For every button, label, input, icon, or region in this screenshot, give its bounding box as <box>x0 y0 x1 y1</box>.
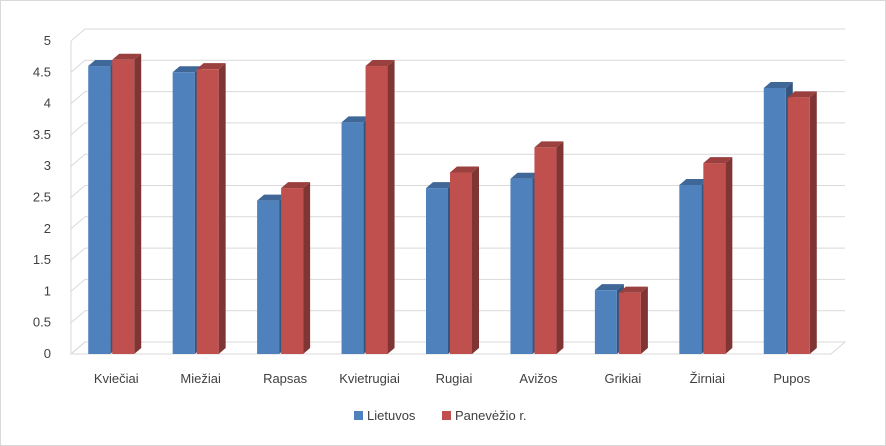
bar-top <box>703 157 733 164</box>
y-tick-label: 3 <box>44 158 51 173</box>
x-tick-label: Kvietrugiai <box>339 371 400 386</box>
x-tick-label: Rapsas <box>263 371 308 386</box>
y-tick-label: 0 <box>44 346 51 361</box>
bar-panevezio-2 <box>281 182 311 354</box>
bar-front <box>196 69 219 355</box>
bar-front <box>365 66 388 354</box>
y-tick-label: 2.5 <box>33 190 51 205</box>
legend-swatch <box>442 411 451 420</box>
gridline-diagonal <box>70 216 86 230</box>
bar-front <box>763 87 786 354</box>
bar-side <box>218 63 226 355</box>
legend-item: Panevėžio r. <box>442 408 527 423</box>
y-tick-label: 0.5 <box>33 315 51 330</box>
bar-front <box>257 200 280 354</box>
gridline-diagonal <box>70 185 86 198</box>
bar-front <box>88 66 111 354</box>
bar-side <box>640 286 648 354</box>
x-tick-label: Avižos <box>519 371 558 386</box>
gridline-diagonal <box>70 279 86 292</box>
bar-front <box>112 59 135 354</box>
legend: Lietuvos Panevėžio r. <box>354 408 527 423</box>
bar-side <box>134 53 142 354</box>
bar-panevezio-0 <box>112 53 142 354</box>
bars <box>88 53 817 355</box>
bar-top <box>196 63 226 70</box>
x-tick-label: Rugiai <box>436 371 473 386</box>
bar-front <box>703 163 726 354</box>
bar-front <box>281 188 304 354</box>
x-tick-label: Pupos <box>773 371 810 386</box>
bar-top <box>281 182 311 189</box>
gridline-diagonal <box>70 341 86 355</box>
bar-top <box>365 60 395 67</box>
bar-panevezio-3 <box>365 60 395 354</box>
bar-top <box>787 91 817 98</box>
bar-top <box>618 286 648 293</box>
bar-top <box>679 178 709 185</box>
y-tick-label: 1.5 <box>33 252 51 267</box>
y-axis: 0 0.5 1 1.5 2 2.5 3 3.5 4 4.5 5 <box>33 33 51 361</box>
bar-panevezio-8 <box>787 91 817 354</box>
y-tick-label: 5 <box>44 33 51 48</box>
bar-top <box>450 166 479 173</box>
bar-front <box>510 178 533 354</box>
legend-item: Lietuvos <box>354 408 416 423</box>
bar-front <box>450 172 472 354</box>
bar-panevezio-6 <box>618 286 648 354</box>
bar-front <box>426 188 448 354</box>
bar-top <box>172 66 202 73</box>
gridline-diagonal <box>70 59 86 73</box>
gridline-diagonal <box>70 247 86 261</box>
legend-label: Lietuvos <box>367 408 416 423</box>
x-tick-label: Grikiai <box>604 371 641 386</box>
y-tick-label: 4 <box>44 96 51 111</box>
y-tick-label: 1 <box>44 283 51 298</box>
bar-front <box>172 72 195 355</box>
y-tick-label: 2 <box>44 221 51 236</box>
bar-top <box>88 60 118 67</box>
legend-swatch <box>354 411 363 420</box>
gridline-diagonal <box>70 122 86 136</box>
gridline-diagonal <box>70 310 86 324</box>
bar-top <box>534 141 564 148</box>
gridline-diagonal <box>70 91 86 104</box>
y-tick-label: 4.5 <box>33 64 51 79</box>
bar-panevezio-1 <box>196 63 226 355</box>
x-tick-label: Miežiai <box>180 371 221 386</box>
bar-top <box>426 182 455 189</box>
bar-top <box>257 194 287 201</box>
bar-side <box>809 91 817 354</box>
bar-top <box>594 284 624 291</box>
gridline-diagonal <box>70 153 86 167</box>
bar-front <box>594 290 617 354</box>
gridline-diagonal <box>70 28 86 42</box>
y-tick-label: 3.5 <box>33 127 51 142</box>
bar-top <box>510 172 540 179</box>
bar-panevezio-4 <box>450 166 479 354</box>
bar-top <box>763 81 793 88</box>
bar-front <box>618 292 641 354</box>
x-tick-label: Žirniai <box>690 371 726 386</box>
bar-front <box>787 97 810 354</box>
bar-top <box>341 116 371 123</box>
bar-side <box>303 182 311 354</box>
bar-front <box>341 122 364 354</box>
bar-side <box>387 60 395 354</box>
legend-label: Panevėžio r. <box>455 408 527 423</box>
bar-front <box>534 147 557 354</box>
bar-top <box>112 53 142 60</box>
bar-front <box>679 184 702 354</box>
bar-side <box>472 166 479 354</box>
bar-side <box>556 141 564 354</box>
bar-panevezio-7 <box>703 157 733 354</box>
bar-side <box>725 157 733 354</box>
bar-panevezio-5 <box>534 141 564 354</box>
x-axis: Kviečiai Miežiai Rapsas Kvietrugiai Rugiai Av… <box>94 371 811 386</box>
x-tick-label: Kviečiai <box>94 371 139 386</box>
